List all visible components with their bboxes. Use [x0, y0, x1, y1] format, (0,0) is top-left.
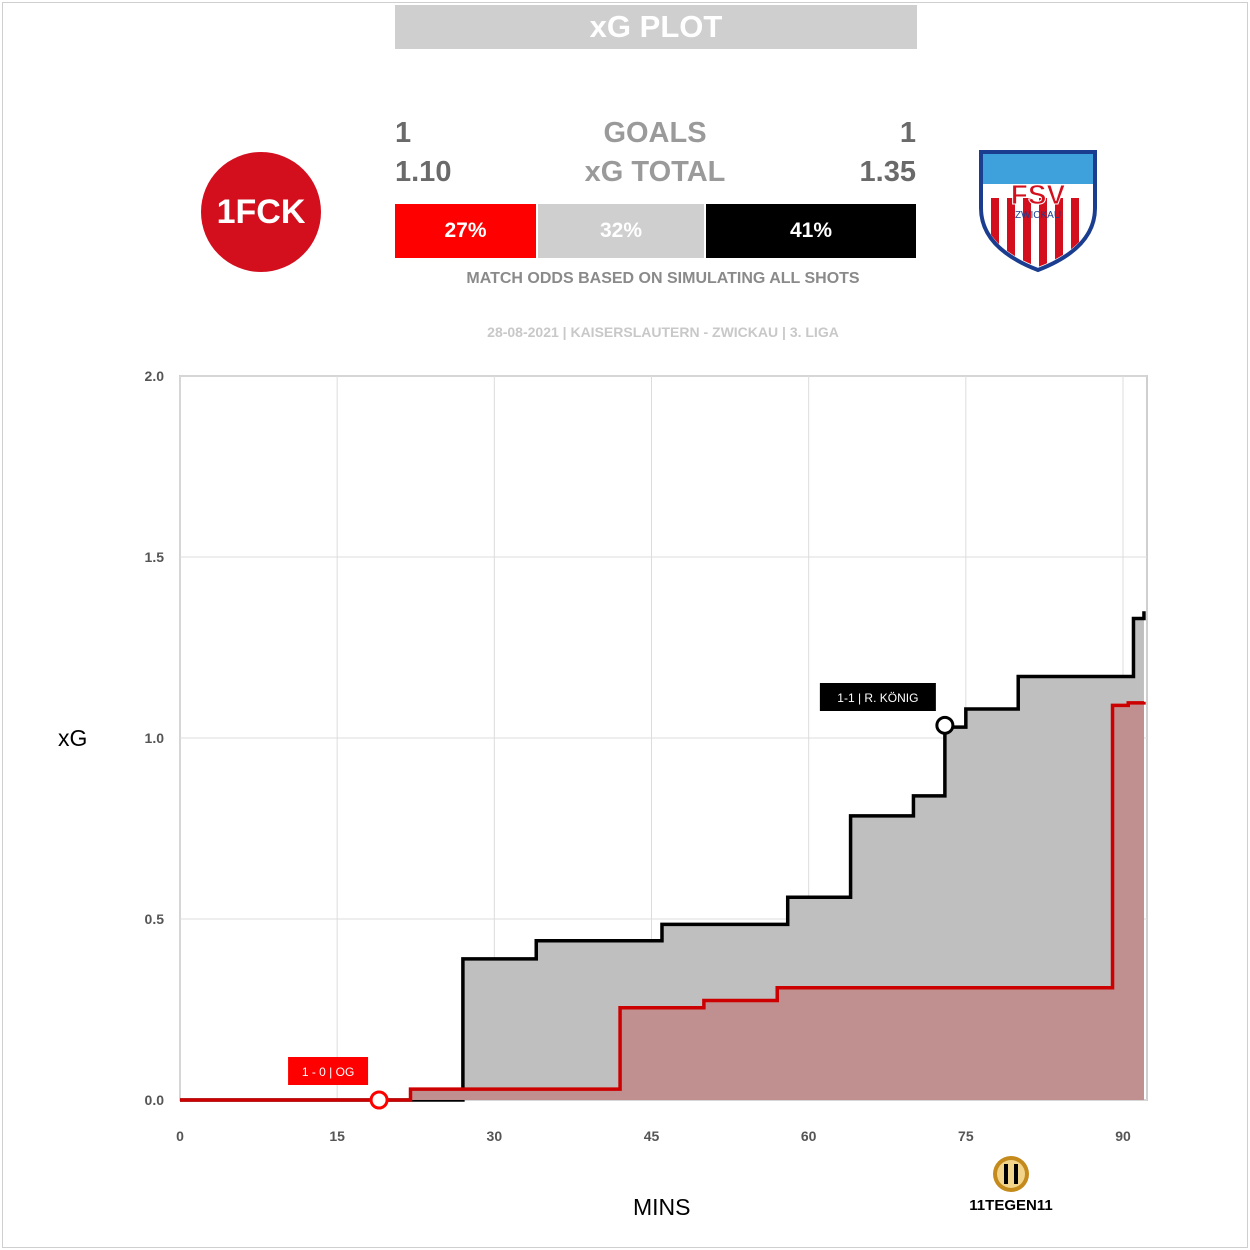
brand-text: 11TEGEN11 [969, 1197, 1052, 1214]
brand-logo: 11TEGEN11 [969, 1156, 1053, 1214]
goals-label: GOALS [603, 117, 707, 149]
home-team-logo: 1FCK [201, 152, 321, 272]
home-xg-total: 1.10 [395, 156, 452, 188]
series-line-0 [180, 701, 1146, 1102]
match-info: 28-08-2021 | KAISERSLAUTERN - ZWICKAU | … [487, 324, 839, 340]
page-title: xG PLOT [395, 5, 917, 49]
y-tick-label: 2.0 [145, 368, 165, 384]
goal-marker [369, 1090, 389, 1110]
x-tick-label: 30 [487, 1128, 503, 1144]
goal-annotation-box [288, 1057, 369, 1085]
series-area-1 [180, 611, 1144, 1100]
series-area-0 [180, 701, 1144, 1100]
home-logo-text: 1FCK [217, 193, 306, 231]
y-tick-label: 1.5 [145, 549, 165, 565]
odds-note: MATCH ODDS BASED ON SIMULATING ALL SHOTS [466, 270, 860, 287]
away-logo-subtext: ZWICKAU [1015, 210, 1061, 221]
y-tick-label: 1.0 [145, 730, 165, 746]
home-goals: 1 [395, 117, 412, 149]
series-line-1 [180, 611, 1146, 1102]
y-tick-label: 0.5 [145, 911, 165, 927]
home-win-odds: 27% [395, 204, 536, 258]
draw-odds: 32% [538, 204, 704, 258]
xg-total-label: xG TOTAL [584, 156, 726, 188]
away-goals: 1 [899, 117, 916, 149]
x-tick-label: 45 [644, 1128, 660, 1144]
x-tick-label: 60 [801, 1128, 817, 1144]
goal-annotation-label: 1 - 0 | OG [302, 1065, 354, 1079]
x-tick-label: 0 [176, 1128, 184, 1144]
x-tick-label: 75 [958, 1128, 974, 1144]
away-logo-text: FSV [1011, 179, 1066, 210]
goal-annotation-box [819, 683, 936, 711]
y-axis-label: xG [58, 725, 88, 751]
y-tick-label: 0.0 [145, 1092, 165, 1108]
away-team-logo: FSV ZWICKAU [979, 150, 1097, 273]
x-tick-label: 15 [329, 1128, 345, 1144]
goal-marker [935, 715, 955, 735]
away-win-odds: 41% [706, 204, 916, 258]
goal-annotation-label: 1-1 | R. KÖNIG [837, 691, 918, 705]
x-axis-label: MINS [633, 1194, 691, 1220]
x-tick-label: 90 [1115, 1128, 1131, 1144]
away-xg-total: 1.35 [859, 156, 916, 188]
